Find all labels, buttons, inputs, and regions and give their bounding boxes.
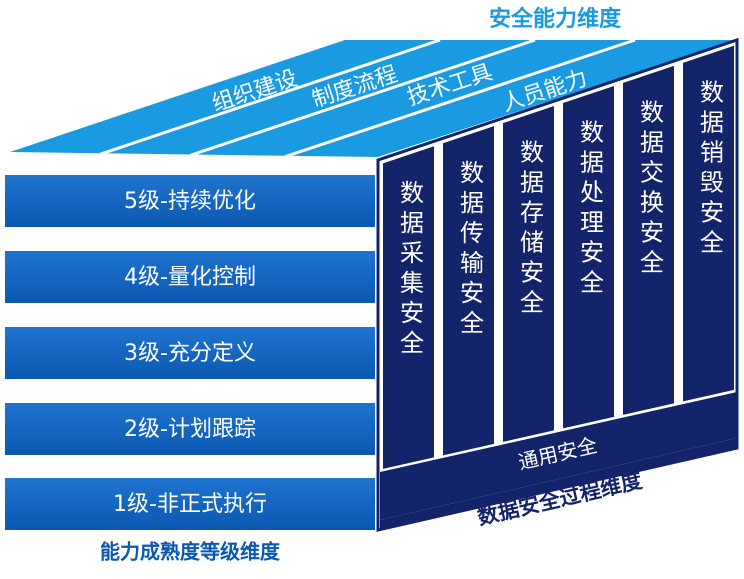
- levels: 5级-持续优化 4级-量化控制 3级-充分定义 2级-计划跟踪 1级-非正式执行: [5, 175, 375, 530]
- process-label: 数据传输安全: [456, 160, 484, 340]
- level-label: 2级-计划跟踪: [124, 417, 256, 442]
- process-label: 数据采集安全: [396, 180, 424, 360]
- right-face: 数据采集安全 数据传输安全 数据存储安全 数据处理安全 数据交换安全 数据销毁安全: [376, 37, 739, 532]
- top-title: 安全能力维度: [489, 6, 622, 32]
- process-label: 数据存储安全: [516, 140, 544, 320]
- level-label: 5级-持续优化: [124, 189, 256, 214]
- process-label: 数据交换安全: [636, 99, 664, 279]
- process-label: 数据销毁安全: [696, 79, 724, 259]
- top-face: [10, 40, 737, 157]
- strip-divider: [284, 38, 636, 159]
- bottom-edge: [380, 438, 737, 530]
- process-column: [443, 126, 494, 456]
- strip-divider: [99, 38, 441, 156]
- process-column: [503, 106, 554, 442]
- level-label: 1级-非正式执行: [113, 492, 267, 517]
- level-bar: [5, 327, 375, 379]
- level-label: 4级-量化控制: [124, 265, 256, 290]
- strip-divider: [189, 38, 536, 157]
- left-label: 能力成熟度等级维度: [100, 540, 281, 564]
- process-column: [623, 65, 674, 415]
- level-label: 3级-充分定义: [124, 341, 256, 366]
- process-column: [563, 85, 614, 429]
- process-column: [683, 45, 734, 402]
- level-bar: [5, 175, 375, 227]
- general-bar: [380, 392, 737, 520]
- process-column: [383, 146, 434, 469]
- level-bar: [5, 403, 375, 455]
- level-bar: [5, 478, 375, 530]
- process-label: 数据处理安全: [576, 119, 604, 299]
- level-bar: [5, 251, 375, 303]
